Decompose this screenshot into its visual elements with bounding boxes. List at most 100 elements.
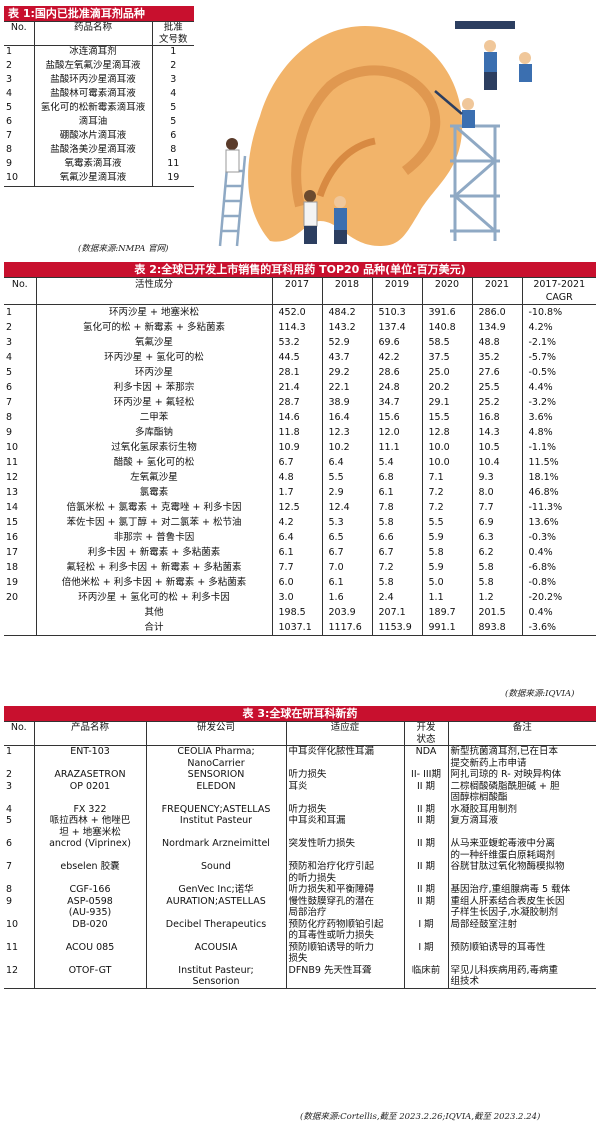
column-header: 2021 bbox=[471, 277, 522, 305]
table-cell: 6.1 bbox=[371, 485, 422, 500]
table-cell: 53.2 bbox=[271, 335, 322, 350]
table-cell: 7.8 bbox=[371, 500, 422, 515]
table-row: 14 倍氯米松 + 氯霉素 + 克霉唑 + 利多卡因 12.5 12.4 7.8 7.2 7… bbox=[4, 500, 596, 515]
table-cell: 环丙沙星 bbox=[35, 365, 272, 380]
table-cell: 1 bbox=[6, 46, 13, 57]
column-header: 批准 文号数 bbox=[151, 21, 194, 46]
table-cell: 9 bbox=[6, 895, 13, 907]
table-cell: 预防和治疗化疗引起 的听力损失 bbox=[285, 861, 404, 884]
table-cell: 6.5 bbox=[321, 530, 372, 545]
table-cell: 突发性听力损失 bbox=[285, 838, 404, 861]
table-cell: 4.2% bbox=[521, 320, 596, 335]
table-cell: 34.7 bbox=[371, 395, 422, 410]
table-cell: 6 bbox=[6, 382, 13, 393]
table-row: 2 盐酸左氧氟沙星滴耳液 2 bbox=[4, 60, 194, 74]
table-cell: 12.8 bbox=[421, 425, 472, 440]
table-cell: 5.8 bbox=[371, 515, 422, 530]
table-cell: 7.2 bbox=[421, 500, 472, 515]
table3-section: 表 3:全球在研耳科新药 No. 产品名称 研发公司 适应症 开发 状态 备注 1 ENT-… bbox=[4, 706, 596, 989]
table-cell: 5 bbox=[6, 102, 13, 113]
table-row: 17 利多卡因 + 新霉素 + 多粘菌素 6.1 6.7 6.7 5.8 6.2 0.4% bbox=[4, 545, 596, 560]
table-cell: -10.8% bbox=[521, 304, 596, 320]
table-row: 其他 198.5 203.9 207.1 189.7 201.5 0.4% bbox=[4, 605, 596, 620]
table-cell: 134.9 bbox=[471, 320, 522, 335]
table-cell: 286.0 bbox=[471, 304, 522, 320]
table-cell: 2 bbox=[6, 769, 13, 780]
table-row: 12 左氧氟沙星 4.8 5.5 6.8 7.1 9.3 18.1% bbox=[4, 470, 596, 485]
table2-title: 表 2:全球已开发上市销售的耳科用药 TOP20 品种(单位:百万美元) bbox=[4, 262, 596, 277]
table-cell: 17 bbox=[6, 547, 19, 558]
table-cell: 0.4% bbox=[521, 545, 596, 560]
table-cell: 8.0 bbox=[471, 485, 522, 500]
table-cell: 预防顺铂诱导的听力 损失 bbox=[285, 941, 404, 965]
table-cell: 7.2 bbox=[371, 560, 422, 575]
table-cell: 环丙沙星 + 氢化可的松 bbox=[35, 350, 272, 365]
table-cell: 6.7 bbox=[371, 545, 422, 560]
table-row: 10 DB-020 Decibel Therapeutics 预防化疗药物顺铂引起 的… bbox=[4, 918, 596, 942]
table-cell: 从马来亚蝮蛇毒液中分离 的一种纤维蛋白原耗竭剂 bbox=[447, 838, 596, 861]
table-cell: CGF-166 bbox=[33, 884, 146, 896]
table-cell: -2.1% bbox=[521, 335, 596, 350]
table-row: 16 非那宗 + 普鲁卡因 6.4 6.5 6.6 5.9 6.3 -0.3% bbox=[4, 530, 596, 545]
table-cell: 15.6 bbox=[371, 410, 422, 425]
table-row: 2 氢化可的松 + 新霉素 + 多粘菌素 114.3 143.2 137.4 140.8 1… bbox=[4, 320, 596, 335]
table-cell: OP 0201 bbox=[33, 780, 146, 804]
table-cell: 6.7 bbox=[321, 545, 372, 560]
table-cell: GenVec Inc;诺华 bbox=[145, 884, 286, 896]
table-cell: 14.6 bbox=[271, 410, 322, 425]
table-cell: 12.4 bbox=[321, 500, 372, 515]
column-header: 2018 bbox=[321, 277, 372, 305]
table-cell: 8 bbox=[6, 144, 13, 155]
table-cell: ARAZASETRON bbox=[33, 769, 146, 781]
table-cell: 58.5 bbox=[421, 335, 472, 350]
table-cell: 利多卡因 + 苯那宗 bbox=[35, 380, 272, 395]
ear-scaffold-drawing bbox=[218, 21, 532, 247]
table3-source: (数据来源:Cortellis,截至 2023.2.26;IQVIA,截至 20… bbox=[300, 1112, 541, 1122]
table-cell: II 期 bbox=[403, 861, 448, 884]
table-cell: 12.5 bbox=[271, 500, 322, 515]
table-cell: 29.2 bbox=[321, 365, 372, 380]
table-cell: 苯佐卡因 + 氯丁醇 + 对二氯苯 + 松节油 bbox=[35, 515, 272, 530]
table-cell: 罕见儿科疾病用药,毒病重 组技术 bbox=[447, 964, 596, 989]
table-cell: 25.0 bbox=[421, 365, 472, 380]
table-cell: 6.0 bbox=[271, 575, 322, 590]
table-cell: II 期 bbox=[403, 803, 448, 815]
table-cell: 11.8 bbox=[271, 425, 322, 440]
table-row: 18 氟轻松 + 利多卡因 + 新霉素 + 多粘菌素 7.7 7.0 7.2 5.9 5.8… bbox=[4, 560, 596, 575]
table-cell: 5.0 bbox=[421, 575, 472, 590]
table-cell: 43.7 bbox=[321, 350, 372, 365]
table-cell: 倍氯米松 + 氯霉素 + 克霉唑 + 利多卡因 bbox=[35, 500, 272, 515]
table-cell: 5.8 bbox=[471, 560, 522, 575]
table-cell: 2 bbox=[6, 322, 13, 333]
table-cell: ASP-0598 (AU-935) bbox=[33, 895, 146, 919]
table-cell: -0.3% bbox=[521, 530, 596, 545]
table-cell: 3.6% bbox=[521, 410, 596, 425]
table-cell: 预防顺铂诱导的耳毒性 bbox=[447, 941, 596, 965]
table-cell: 6.2 bbox=[471, 545, 522, 560]
table-cell: 临床前 bbox=[403, 964, 448, 989]
table-cell: 18 bbox=[6, 562, 19, 573]
table-cell: 环丙沙星 + 氢化可的松 + 利多卡因 bbox=[35, 590, 272, 605]
table-row: 11 ACOU 085 ACOUSIA 预防顺铂诱导的听力 损失 I 期预防顺铂诱导的耳… bbox=[4, 941, 596, 965]
table-cell: 203.9 bbox=[321, 605, 372, 620]
table-cell: 听力损失 bbox=[285, 769, 404, 781]
table-cell: 10 bbox=[4, 172, 34, 187]
table-row: 6 滴耳油 5 bbox=[4, 116, 194, 130]
table2-source: (数据来源:IQVIA) bbox=[505, 689, 575, 699]
table-row: 6 利多卡因 + 苯那宗 21.4 22.1 24.8 20.2 25.5 4.4% bbox=[4, 380, 596, 395]
table-cell: 中耳炎伴化脓性耳漏 bbox=[285, 745, 404, 769]
table-cell: 7 bbox=[6, 130, 13, 141]
table-cell: 二棕榈酸磷脂酰胆碱 + 胆 固醇棕榈酸酯 bbox=[447, 780, 596, 804]
table-cell: 11 bbox=[6, 457, 19, 468]
table-cell: 盐酸左氧氟沙星滴耳液 bbox=[33, 60, 152, 74]
table-cell: 189.7 bbox=[421, 605, 472, 620]
table-cell: 35.2 bbox=[471, 350, 522, 365]
table-cell: 5.9 bbox=[421, 560, 472, 575]
table-cell: 22.1 bbox=[321, 380, 372, 395]
table-row: 3 OP 0201 ELEDON 耳炎 II 期二棕榈酸磷脂酰胆碱 + 胆 固醇棕榈酸酯 bbox=[4, 780, 596, 804]
table2-section: 表 2:全球已开发上市销售的耳科用药 TOP20 品种(单位:百万美元) No.… bbox=[4, 262, 596, 636]
table-cell: 6 bbox=[6, 838, 13, 849]
table-cell: 环丙沙星 + 氟轻松 bbox=[35, 395, 272, 410]
table-cell: 复方滴耳液 bbox=[447, 815, 596, 838]
table-cell: 9 bbox=[6, 427, 13, 438]
